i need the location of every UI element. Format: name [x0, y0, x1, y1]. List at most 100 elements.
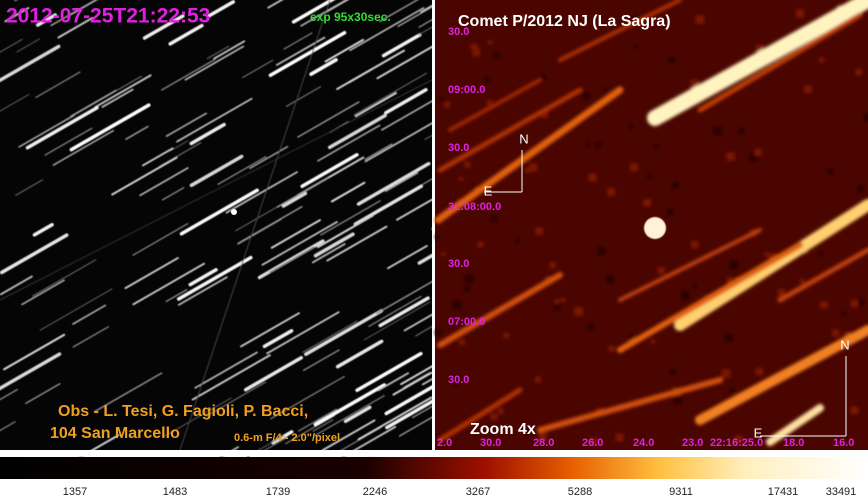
- star-trail: [72, 326, 110, 348]
- noise-pixel: [671, 181, 679, 189]
- star-trail: [132, 223, 189, 256]
- star-trail: [324, 0, 349, 14]
- star-trail: [15, 179, 44, 196]
- star-trail: [302, 349, 340, 372]
- zoom-trail: [437, 87, 583, 173]
- star-trail: [207, 0, 236, 18]
- noise-pixel: [734, 275, 739, 280]
- star-trail: [39, 288, 113, 331]
- star-trail: [249, 145, 289, 170]
- noise-pixel: [795, 9, 805, 18]
- noise-pixel: [524, 167, 530, 173]
- star-trail: [270, 219, 321, 249]
- noise-pixel: [597, 247, 606, 256]
- star-trail: [304, 309, 384, 357]
- dec-label: 30.0: [448, 258, 469, 270]
- comet-right: [644, 217, 666, 239]
- noise-pixel: [554, 304, 561, 311]
- star-trail: [313, 232, 355, 258]
- noise-pixel: [471, 43, 478, 50]
- star-trail: [381, 95, 442, 131]
- colorbar-label: 5288: [568, 486, 592, 498]
- ra-label: 30.0: [480, 437, 501, 449]
- star-trail: [176, 255, 253, 301]
- noise-pixel: [560, 297, 566, 303]
- noise-pixel: [540, 74, 547, 81]
- star-trail: [353, 72, 427, 116]
- star-trail: [266, 311, 340, 355]
- star-trail: [188, 268, 218, 287]
- star-trail: [184, 45, 245, 81]
- noise-pixel: [606, 187, 615, 196]
- star-trail: [70, 89, 117, 117]
- zoom-trail: [437, 387, 523, 443]
- star-trail: [364, 143, 393, 161]
- star-trail: [330, 181, 366, 203]
- star-trail: [309, 58, 338, 76]
- star-trail: [313, 383, 386, 427]
- star-trail: [321, 419, 376, 452]
- star-trail: [281, 191, 308, 208]
- noise-pixel: [486, 99, 493, 106]
- noise-pixel: [657, 266, 665, 275]
- star-trail: [3, 333, 66, 371]
- comet-left: [231, 209, 237, 215]
- noise-pixel: [535, 376, 542, 383]
- star-trail: [283, 32, 313, 50]
- star-trail: [385, 172, 419, 192]
- star-trail: [355, 351, 423, 393]
- noise-pixel: [820, 301, 828, 309]
- noise-pixel: [535, 227, 543, 236]
- noise-pixel: [643, 198, 652, 207]
- star-trail: [275, 36, 326, 66]
- compass-east: E: [754, 425, 763, 440]
- star-trail: [298, 414, 328, 432]
- noise-pixel: [850, 406, 859, 415]
- star-trail: [353, 184, 423, 226]
- noise-pixel: [734, 435, 743, 444]
- ra-label: 24.0: [633, 437, 654, 449]
- zoom-trail: [558, 0, 682, 62]
- star-trail: [32, 222, 54, 237]
- star-trail: [169, 140, 189, 152]
- star-trail: [52, 129, 115, 166]
- star-trail: [0, 352, 62, 391]
- noise-pixel: [855, 69, 862, 76]
- zoom-trail: [674, 199, 868, 331]
- noise-pixel: [864, 113, 868, 122]
- star-trail: [327, 113, 387, 150]
- noise-pixel: [590, 437, 598, 446]
- noise-pixel: [749, 153, 758, 162]
- star-trail: [336, 49, 406, 91]
- star-trail: [35, 13, 57, 27]
- noise-pixel: [858, 298, 865, 306]
- dec-label: 07:00.0: [448, 316, 485, 328]
- noise-pixel: [585, 142, 591, 147]
- noise-pixel: [459, 339, 465, 346]
- noise-pixel: [680, 291, 690, 300]
- star-trail: [357, 396, 433, 441]
- zoom-label: Zoom 4x: [470, 421, 536, 438]
- star-trail: [4, 7, 30, 23]
- compass-corner: [760, 356, 847, 437]
- separator: [0, 450, 868, 456]
- colorbar-label: 17431: [768, 486, 799, 498]
- star-trail: [363, 301, 431, 341]
- star-trail: [313, 395, 385, 437]
- dec-label: 30.0: [448, 142, 469, 154]
- star-trail: [267, 0, 284, 9]
- star-trail: [161, 58, 216, 91]
- star-trail: [378, 296, 430, 328]
- star-trail: [206, 45, 230, 60]
- star-trail: [139, 167, 189, 197]
- noise-pixel: [857, 185, 864, 193]
- ra-label: 23.0: [682, 437, 703, 449]
- noise-pixel: [588, 173, 597, 182]
- noise-pixel: [668, 56, 676, 64]
- star-trail: [356, 161, 431, 206]
- colorbar-label: 3267: [466, 486, 490, 498]
- star-trail: [205, 381, 267, 417]
- noise-pixel: [738, 127, 745, 134]
- noise-pixel: [726, 152, 735, 161]
- star-trail: [0, 275, 33, 296]
